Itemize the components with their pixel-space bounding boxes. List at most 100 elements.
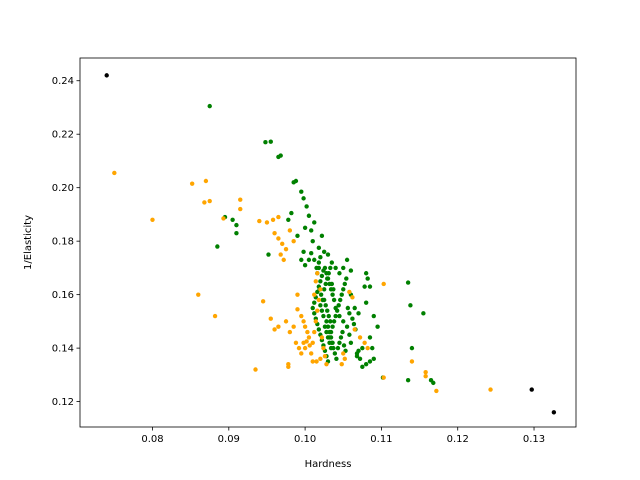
data-point-s0-138 bbox=[321, 287, 327, 292]
data-point-s1-7 bbox=[238, 206, 243, 212]
data-point-s0-19 bbox=[295, 233, 300, 239]
data-point-s0-52 bbox=[375, 324, 380, 329]
data-point-s1-59 bbox=[318, 356, 323, 362]
data-point-s0-118 bbox=[351, 321, 357, 327]
data-point-s0-85 bbox=[321, 268, 326, 273]
data-point-s1-5 bbox=[207, 198, 212, 204]
data-point-s1-30 bbox=[299, 313, 304, 319]
data-point-s1-45 bbox=[309, 351, 314, 356]
data-point-s1-8 bbox=[221, 216, 226, 221]
data-point-s0-58 bbox=[357, 356, 363, 362]
data-point-s1-33 bbox=[305, 329, 310, 335]
data-point-s0-41 bbox=[344, 257, 350, 263]
data-point-s0-28 bbox=[302, 263, 308, 268]
data-point-s0-155 bbox=[322, 324, 328, 329]
data-point-s1-25 bbox=[268, 316, 273, 321]
data-point-s1-67 bbox=[362, 340, 367, 345]
data-point-s0-139 bbox=[323, 281, 328, 287]
data-point-s2-0 bbox=[104, 73, 109, 78]
data-point-s2-1 bbox=[529, 387, 534, 392]
data-point-s0-127 bbox=[332, 351, 338, 356]
data-point-s0-149 bbox=[330, 340, 335, 345]
data-point-s1-51 bbox=[318, 287, 323, 292]
x-tick-label: 0.11 bbox=[370, 434, 392, 445]
data-point-s0-123 bbox=[326, 313, 331, 319]
data-point-s0-18 bbox=[266, 252, 271, 257]
data-point-s0-92 bbox=[310, 305, 315, 311]
data-point-s0-17 bbox=[234, 230, 239, 236]
data-point-s1-22 bbox=[212, 313, 218, 319]
data-point-s0-131 bbox=[338, 335, 344, 340]
data-point-s0-145 bbox=[324, 319, 329, 324]
x-tick-label: 0.13 bbox=[523, 434, 545, 445]
data-point-s0-78 bbox=[331, 297, 337, 303]
y-tick-label: 0.24 bbox=[52, 76, 74, 87]
data-point-s0-9 bbox=[304, 204, 309, 209]
data-point-s0-76 bbox=[337, 313, 342, 319]
data-point-s1-32 bbox=[302, 324, 308, 329]
data-point-s1-16 bbox=[283, 246, 289, 252]
data-point-s1-75 bbox=[488, 387, 493, 392]
x-tick-label: 0.09 bbox=[218, 434, 240, 445]
data-point-s0-71 bbox=[354, 351, 360, 356]
data-point-s0-112 bbox=[341, 287, 346, 292]
data-point-s1-61 bbox=[342, 356, 347, 362]
data-point-s1-72 bbox=[423, 369, 428, 375]
data-point-s1-20 bbox=[281, 257, 286, 263]
data-point-s0-114 bbox=[344, 276, 349, 281]
data-point-s0-31 bbox=[312, 257, 317, 263]
data-point-s0-36 bbox=[325, 252, 331, 257]
data-point-s0-29 bbox=[306, 257, 312, 263]
data-point-s0-48 bbox=[352, 305, 357, 311]
data-point-s0-45 bbox=[367, 284, 373, 289]
data-point-s0-73 bbox=[347, 332, 352, 337]
data-point-s0-23 bbox=[310, 238, 315, 244]
data-point-s0-140 bbox=[325, 276, 330, 281]
data-point-s0-128 bbox=[334, 356, 339, 362]
data-point-s1-4 bbox=[202, 200, 207, 205]
data-point-s1-63 bbox=[347, 289, 352, 295]
data-point-s1-11 bbox=[270, 217, 276, 222]
data-point-s0-62 bbox=[371, 356, 376, 362]
data-point-s1-36 bbox=[296, 345, 302, 351]
data-point-s1-44 bbox=[314, 359, 319, 364]
data-point-s0-67 bbox=[421, 311, 426, 316]
data-point-s0-53 bbox=[367, 335, 373, 340]
data-point-s0-117 bbox=[350, 316, 355, 321]
data-point-s0-51 bbox=[371, 313, 376, 319]
data-point-s1-10 bbox=[264, 220, 270, 225]
x-tick-label: 0.10 bbox=[294, 434, 316, 445]
data-point-s0-156 bbox=[324, 329, 329, 335]
data-point-s0-91 bbox=[312, 300, 317, 305]
data-point-s0-21 bbox=[309, 228, 314, 233]
data-point-s1-55 bbox=[319, 335, 325, 340]
data-point-s0-108 bbox=[334, 308, 340, 313]
data-point-s1-24 bbox=[295, 292, 300, 297]
data-point-s1-73 bbox=[423, 374, 428, 379]
data-point-s0-59 bbox=[360, 364, 365, 370]
data-point-s0-132 bbox=[340, 329, 345, 335]
data-point-s1-78 bbox=[304, 339, 309, 344]
data-point-s0-146 bbox=[325, 324, 331, 329]
data-point-s0-37 bbox=[329, 260, 335, 265]
data-point-s0-6 bbox=[293, 178, 299, 184]
data-point-s0-130 bbox=[337, 340, 342, 345]
data-point-s0-11 bbox=[306, 213, 312, 218]
data-point-s1-79 bbox=[307, 343, 312, 348]
y-tick-label: 0.12 bbox=[52, 397, 74, 408]
data-point-s0-22 bbox=[312, 220, 317, 225]
data-point-s0-107 bbox=[333, 313, 338, 319]
data-point-s0-129 bbox=[335, 345, 341, 351]
data-point-s1-60 bbox=[341, 351, 346, 356]
data-point-s0-75 bbox=[341, 319, 346, 324]
data-point-s0-16 bbox=[215, 244, 220, 249]
data-point-s0-70 bbox=[431, 380, 436, 386]
data-point-s1-58 bbox=[324, 361, 329, 367]
data-point-s1-26 bbox=[283, 319, 289, 324]
data-point-s1-74 bbox=[434, 388, 439, 394]
data-point-s1-35 bbox=[293, 340, 299, 345]
data-point-s1-2 bbox=[189, 181, 195, 186]
data-point-s0-7 bbox=[299, 189, 304, 194]
data-point-s0-116 bbox=[347, 311, 352, 316]
